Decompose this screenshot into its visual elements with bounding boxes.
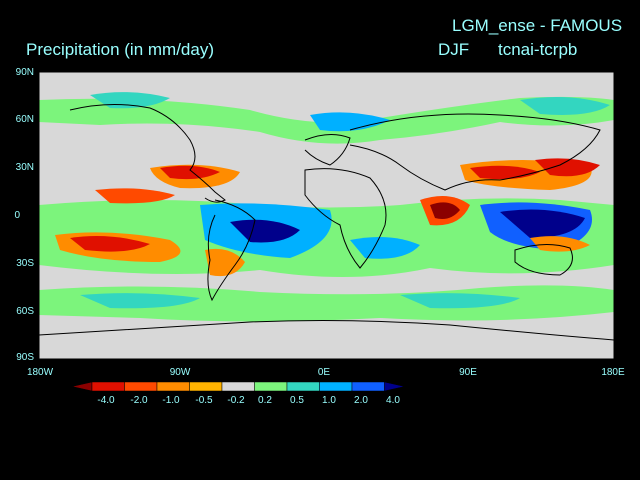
- variable-title: Precipitation (in mm/day): [26, 40, 215, 59]
- colorbar-label-5: 0.2: [258, 395, 272, 406]
- colorbar-swatch-7: [286, 381, 320, 392]
- lon-label-180e: 180E: [601, 367, 625, 378]
- patch-atlantic-darkblue: [230, 219, 300, 243]
- patch-caribbean-red: [160, 165, 220, 180]
- colorbar-label-2: -1.0: [162, 395, 180, 406]
- colorbar-label-3: -0.5: [195, 395, 213, 406]
- colorbar-swatch-6: [254, 381, 288, 392]
- lat-label-30n: 30N: [15, 162, 34, 173]
- colorbar-swatch-8: [319, 381, 353, 392]
- colorbar-label-7: 1.0: [322, 395, 336, 406]
- colorbar-label-6: 0.5: [290, 395, 304, 406]
- patch-south-pacific-red: [70, 236, 150, 252]
- patch-east-pacific-red: [95, 188, 175, 204]
- lat-label-30s: 30S: [16, 258, 34, 269]
- experiment-label: tcnai-tcrpb: [498, 40, 578, 59]
- colorbar-label-0: -4.0: [97, 395, 115, 406]
- coast-europe: [304, 134, 351, 166]
- coast-antarctica: [39, 320, 614, 341]
- patch-indian-blue: [350, 236, 420, 259]
- colorbar-swatch-4: [189, 381, 223, 392]
- lon-label-90w: 90W: [169, 367, 191, 378]
- patch-pacific-darkblue: [500, 209, 585, 238]
- colorbar-label-4: -0.2: [227, 395, 245, 406]
- lon-label-0e: 0E: [317, 367, 331, 378]
- patch-australia-orange: [530, 236, 590, 252]
- coast-north-america: [69, 103, 226, 203]
- patch-north-atlantic-blue: [310, 112, 390, 132]
- lon-label-180w: 180W: [26, 367, 54, 378]
- colorbar-swatch-2: [124, 381, 158, 392]
- lat-label-60s: 60S: [16, 306, 34, 317]
- model-title: LGM_ense - FAMOUS: [452, 16, 623, 35]
- colorbar-swatch-9: [351, 381, 385, 392]
- lat-label-90n: 90N: [15, 67, 34, 78]
- coastlines: [39, 103, 614, 341]
- patch-south-america-orange: [205, 248, 245, 277]
- coast-australia: [514, 244, 573, 276]
- lat-label-60n: 60N: [15, 114, 34, 125]
- season-label: DJF: [438, 40, 470, 59]
- colorbar-swatch-10: [384, 381, 405, 392]
- band-north-green: [39, 96, 614, 144]
- precip-field: [39, 72, 614, 359]
- map-frame: [38, 71, 615, 360]
- coast-asia: [349, 113, 601, 191]
- lon-label-90e: 90E: [459, 367, 477, 378]
- patch-indian-darkred: [430, 202, 460, 219]
- colorbar-swatch-5: [221, 381, 255, 392]
- patch-southern-teal-east: [400, 293, 520, 309]
- colorbar: [71, 381, 405, 392]
- coast-south-america: [207, 199, 256, 302]
- colorbar-label-9: 4.0: [386, 395, 400, 406]
- colorbar-label-1: -2.0: [130, 395, 148, 406]
- colorbar-label-8: 2.0: [354, 395, 368, 406]
- patch-west-pacific-red-east: [535, 158, 600, 177]
- patch-north-teal-east: [520, 96, 610, 115]
- colorbar-swatch-0: [71, 381, 93, 392]
- patch-southern-teal: [80, 293, 200, 309]
- colorbar-swatch-3: [156, 381, 190, 392]
- lat-label-90s: 90S: [16, 352, 34, 363]
- lat-label-eq: 0: [14, 210, 20, 221]
- band-tropical-green: [39, 198, 614, 278]
- coast-africa: [304, 168, 387, 269]
- colorbar-swatch-1: [91, 381, 125, 392]
